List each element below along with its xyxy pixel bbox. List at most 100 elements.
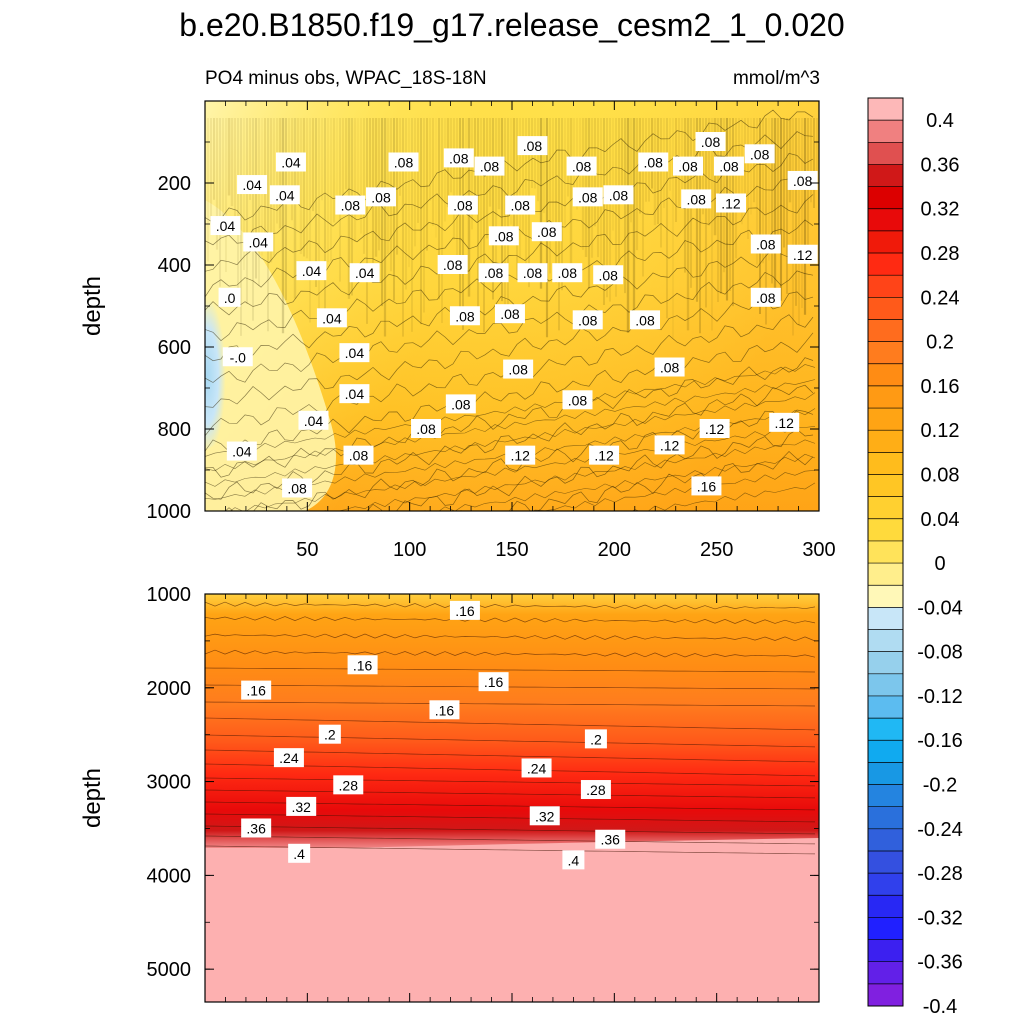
colorbar-swatch <box>868 341 903 365</box>
x-tick-label: 200 <box>598 539 631 561</box>
contour-line <box>205 835 816 845</box>
contour-label-text: .12 <box>660 437 680 453</box>
contour-label-text: .04 <box>232 444 252 460</box>
contour-label-text: .2 <box>324 727 336 743</box>
contour-label: -.0 <box>222 347 253 367</box>
contour-label-text: .12 <box>774 415 794 431</box>
contour-label-bg <box>562 390 593 410</box>
upper-axes: 200 400 600 800 1000 50 100 150 200 250 300 <box>147 100 836 561</box>
contour-label: .32 <box>529 806 560 826</box>
contour-label-text: .12 <box>594 448 614 464</box>
contour-label-text: .32 <box>291 799 311 815</box>
contour-label-text: .08 <box>572 159 592 175</box>
contour-label-bg <box>286 796 317 816</box>
contour-line <box>205 777 816 787</box>
contour-label-text: .08 <box>500 306 520 322</box>
contour-label-text: .16 <box>435 702 455 718</box>
colorbar-label: -0.04 <box>917 597 963 619</box>
contour-label-bg <box>243 232 274 252</box>
contour-label: .36 <box>595 829 626 849</box>
contour-label-bg <box>630 310 661 330</box>
y-tick-label: 1000 <box>147 501 192 523</box>
colorbar-swatch <box>868 718 903 741</box>
contour-label: .16 <box>691 476 722 496</box>
contour-label-bg <box>654 357 685 377</box>
contour-label: .36 <box>241 818 272 838</box>
contour-label: .08 <box>654 357 685 377</box>
contour-line <box>205 701 816 707</box>
contour-label-bg <box>343 445 374 465</box>
colorbar-label: 0.32 <box>921 199 960 221</box>
colorbar-swatch <box>868 363 903 387</box>
y-tick-label: 800 <box>158 419 191 441</box>
colorbar-label: -0.32 <box>917 907 963 929</box>
colorbar-label: 0.28 <box>921 243 960 265</box>
contour-label-bg <box>572 310 603 330</box>
contour-label-bg <box>750 287 781 307</box>
upper-streaks <box>207 118 818 338</box>
contour-label: .04 <box>296 261 327 281</box>
contour-label-bg <box>241 818 272 838</box>
contour-label: .08 <box>638 152 669 172</box>
deep-pink-region <box>205 848 819 1002</box>
contour-line <box>205 379 816 472</box>
contour-label: .08 <box>474 156 505 176</box>
contour-label-bg <box>584 729 607 749</box>
contour-label: .12 <box>787 244 818 264</box>
contour-label-text: .08 <box>568 392 588 408</box>
contour-label: .04 <box>339 343 370 363</box>
contour-label: .0 <box>218 287 241 307</box>
contour-label-text: .08 <box>523 138 543 154</box>
contour-label-text: .08 <box>523 265 543 281</box>
contour-label-bg <box>691 476 722 496</box>
colorbar-swatch <box>868 961 903 985</box>
contour-label: .24 <box>521 758 552 778</box>
lower-contour-labels: .16 .16 .16 .16 .16 .2 .2 .24 .24 .28 .28 .32 .32 .36… <box>241 600 626 870</box>
contour-line <box>205 601 816 610</box>
contour-label-text: .08 <box>598 267 618 283</box>
colorbar-swatch <box>868 253 903 276</box>
contour-label: .04 <box>275 152 306 172</box>
contour-label: .08 <box>681 189 712 209</box>
contour-label-bg <box>699 419 730 438</box>
contour-label: .2 <box>584 729 607 749</box>
contour-label: .08 <box>750 287 781 307</box>
contour-line <box>205 667 816 673</box>
colorbar-label: 0.12 <box>921 420 960 442</box>
colorbar-swatch <box>868 828 903 852</box>
main-title: b.e20.B1850.f19_g17.release_cesm2_1_0.02… <box>179 7 844 43</box>
contour-label-text: .04 <box>322 310 342 326</box>
contour-label-bg <box>296 261 327 281</box>
contour-label-text: .4 <box>568 852 580 868</box>
contour-label-text: .16 <box>246 683 266 699</box>
contour-label-text: .08 <box>756 237 776 253</box>
contour-label: .08 <box>343 445 374 465</box>
contour-label-bg <box>478 672 509 692</box>
contour-label-bg <box>288 843 311 863</box>
colorbar-label: -0.12 <box>917 686 963 708</box>
colorbar-swatch <box>868 164 903 187</box>
contour-label-text: .08 <box>508 362 528 378</box>
colorbar-label: 0 <box>934 553 945 575</box>
contour-label-bg <box>388 152 419 172</box>
lower-axes: 1000 2000 3000 4000 5000 <box>147 584 820 1002</box>
contour-line <box>205 763 816 777</box>
colorbar-swatch <box>868 585 903 608</box>
contour-line <box>205 109 814 223</box>
contour-label: .08 <box>505 195 536 215</box>
contour-label: .08 <box>552 263 583 283</box>
contour-label-text: .08 <box>455 308 475 324</box>
contour-line <box>205 789 816 799</box>
contour-label-text: .04 <box>281 155 301 171</box>
contour-label: .32 <box>286 796 317 816</box>
colorbar-swatch <box>868 208 903 232</box>
contour-label-bg <box>282 478 313 498</box>
contour-label-text: .04 <box>302 263 322 279</box>
contour-label: .04 <box>316 308 347 328</box>
contour-label-bg <box>589 445 620 465</box>
contour-label-bg <box>366 187 397 207</box>
contour-label: .16 <box>347 655 378 675</box>
colorbar-swatch <box>868 385 903 409</box>
contour-label: .12 <box>589 445 620 465</box>
contour-label-bg <box>349 263 380 283</box>
